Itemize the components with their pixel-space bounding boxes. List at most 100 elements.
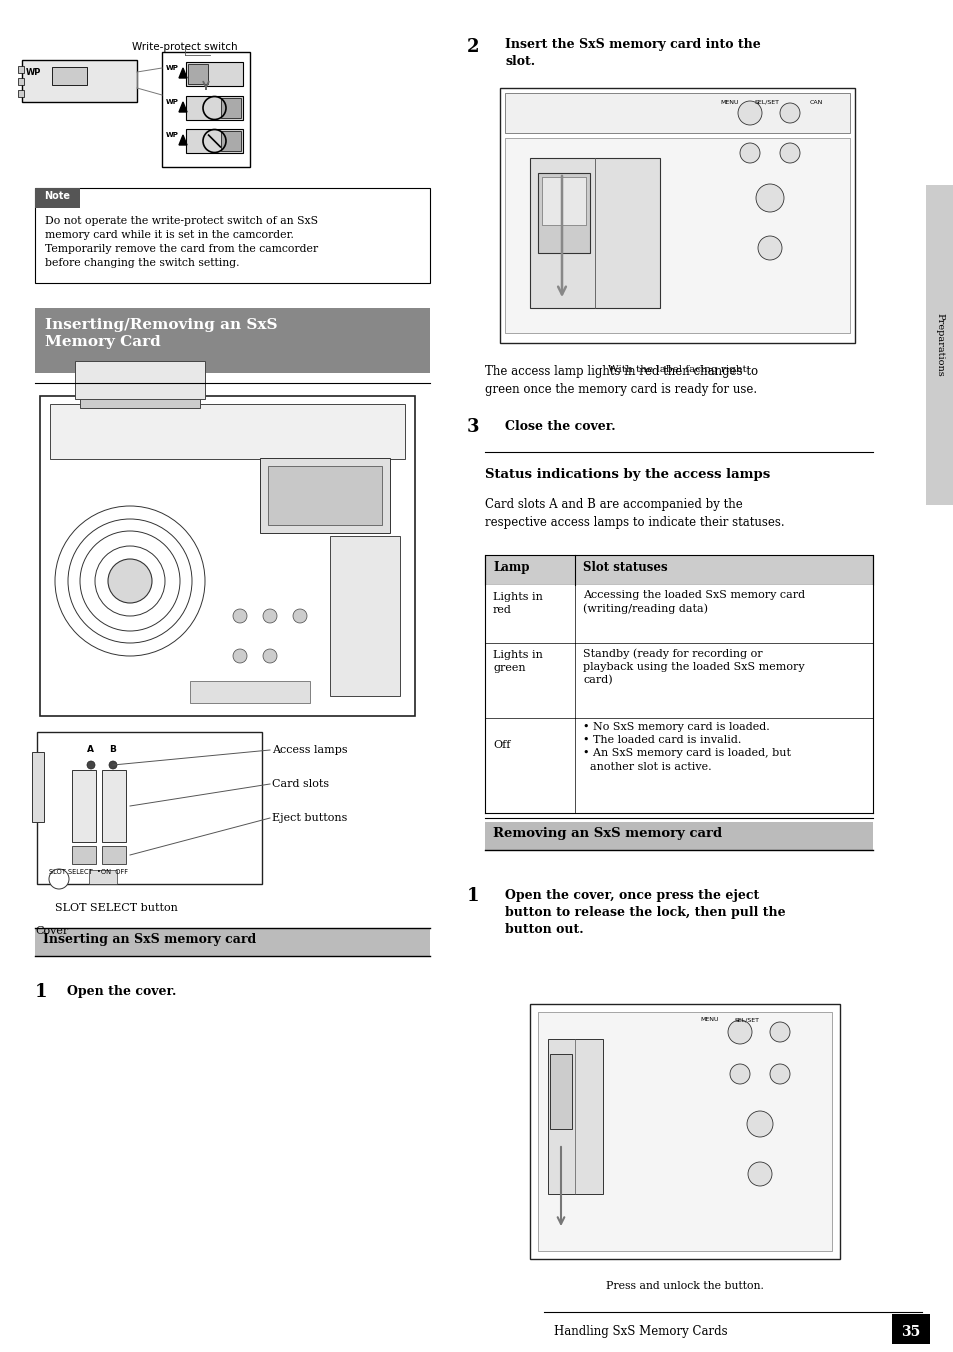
Circle shape bbox=[780, 103, 800, 123]
Polygon shape bbox=[179, 68, 187, 78]
Bar bbox=[52, 68, 87, 85]
Text: MENU: MENU bbox=[700, 1017, 718, 1022]
Text: CAN: CAN bbox=[809, 100, 822, 105]
Bar bbox=[80, 396, 200, 408]
Bar bbox=[484, 585, 872, 644]
Bar bbox=[35, 927, 430, 956]
Text: 3: 3 bbox=[467, 418, 479, 435]
Bar bbox=[162, 51, 250, 168]
Circle shape bbox=[293, 608, 307, 623]
Bar bbox=[330, 535, 399, 696]
Text: Inserting/Removing an SxS
Memory Card: Inserting/Removing an SxS Memory Card bbox=[45, 318, 277, 349]
Bar bbox=[186, 62, 243, 87]
Bar bbox=[550, 1055, 572, 1129]
Circle shape bbox=[263, 608, 276, 623]
Text: SEL/SET: SEL/SET bbox=[754, 100, 780, 105]
Text: Inserting an SxS memory card: Inserting an SxS memory card bbox=[43, 933, 256, 946]
Bar bbox=[891, 1314, 929, 1344]
Text: Open the cover.: Open the cover. bbox=[67, 986, 176, 998]
Text: Note: Note bbox=[45, 191, 71, 201]
Bar bbox=[221, 131, 241, 151]
Text: Slot statuses: Slot statuses bbox=[582, 561, 667, 575]
Bar bbox=[530, 158, 659, 308]
Text: Removing an SxS memory card: Removing an SxS memory card bbox=[493, 827, 721, 840]
Bar bbox=[541, 177, 585, 224]
Text: 1: 1 bbox=[35, 983, 48, 1000]
Circle shape bbox=[87, 761, 95, 769]
Text: Eject buttons: Eject buttons bbox=[272, 813, 347, 823]
Bar bbox=[188, 64, 208, 84]
Text: B: B bbox=[109, 745, 115, 754]
Circle shape bbox=[780, 143, 800, 164]
Bar bbox=[37, 731, 262, 884]
Circle shape bbox=[727, 1019, 751, 1044]
Bar bbox=[484, 644, 872, 718]
Circle shape bbox=[758, 237, 781, 260]
Bar bbox=[35, 188, 80, 208]
Text: Lights in
green: Lights in green bbox=[493, 650, 542, 673]
Circle shape bbox=[49, 869, 69, 890]
Bar bbox=[504, 93, 849, 132]
Text: Handling SxS Memory Cards: Handling SxS Memory Cards bbox=[554, 1325, 727, 1338]
Circle shape bbox=[233, 608, 247, 623]
Bar bbox=[537, 173, 589, 253]
Text: The access lamp lights in red then changes to
green once the memory card is read: The access lamp lights in red then chang… bbox=[484, 365, 758, 396]
Bar bbox=[268, 466, 381, 525]
Text: WP: WP bbox=[26, 68, 41, 77]
Bar bbox=[18, 66, 24, 73]
Circle shape bbox=[755, 184, 783, 212]
Bar bbox=[537, 1013, 831, 1251]
Text: Access lamps: Access lamps bbox=[272, 745, 347, 754]
Bar bbox=[18, 78, 24, 85]
Circle shape bbox=[108, 558, 152, 603]
Bar bbox=[32, 752, 44, 822]
Text: Cover: Cover bbox=[35, 926, 69, 936]
Text: WP: WP bbox=[166, 65, 179, 72]
Bar bbox=[499, 88, 854, 343]
Bar bbox=[221, 97, 241, 118]
Text: Write-protect switch: Write-protect switch bbox=[132, 42, 237, 51]
Text: Insert the SxS memory card into the
slot.: Insert the SxS memory card into the slot… bbox=[504, 38, 760, 68]
Text: Accessing the loaded SxS memory card
(writing/reading data): Accessing the loaded SxS memory card (wr… bbox=[582, 589, 804, 614]
Bar bbox=[186, 96, 243, 120]
Text: WP: WP bbox=[166, 99, 179, 105]
Circle shape bbox=[769, 1022, 789, 1042]
Text: Do not operate the write-protect switch of an SxS
memory card while it is set in: Do not operate the write-protect switch … bbox=[45, 216, 317, 268]
Circle shape bbox=[109, 761, 117, 769]
Bar bbox=[484, 718, 872, 813]
Bar bbox=[71, 846, 96, 864]
Circle shape bbox=[747, 1161, 771, 1186]
Bar bbox=[35, 188, 430, 283]
Text: Close the cover.: Close the cover. bbox=[504, 420, 615, 433]
Bar bbox=[484, 822, 872, 850]
Bar bbox=[190, 681, 310, 703]
Circle shape bbox=[738, 101, 761, 124]
Text: A: A bbox=[87, 745, 94, 754]
Text: Standby (ready for recording or
playback using the loaded SxS memory
card): Standby (ready for recording or playback… bbox=[582, 648, 803, 685]
Circle shape bbox=[233, 649, 247, 662]
Text: Off: Off bbox=[493, 740, 510, 750]
Text: Status indications by the access lamps: Status indications by the access lamps bbox=[484, 468, 769, 481]
Circle shape bbox=[740, 143, 760, 164]
Text: Lights in
red: Lights in red bbox=[493, 592, 542, 615]
Circle shape bbox=[729, 1064, 749, 1084]
Polygon shape bbox=[179, 101, 187, 112]
Bar bbox=[547, 1038, 602, 1194]
Bar bbox=[186, 128, 243, 153]
Text: 2: 2 bbox=[467, 38, 479, 55]
Text: Press and unlock the button.: Press and unlock the button. bbox=[605, 1280, 763, 1291]
Bar bbox=[35, 308, 430, 373]
Bar bbox=[530, 1005, 840, 1259]
Bar bbox=[18, 91, 24, 97]
Bar bbox=[484, 556, 872, 585]
Bar bbox=[71, 771, 96, 842]
Bar bbox=[504, 138, 849, 333]
Circle shape bbox=[263, 649, 276, 662]
Text: SLOT SELECT button: SLOT SELECT button bbox=[55, 903, 177, 913]
Text: Preparations: Preparations bbox=[935, 314, 943, 377]
Bar bbox=[22, 59, 137, 101]
Circle shape bbox=[746, 1111, 772, 1137]
Bar bbox=[260, 458, 390, 533]
Text: 1: 1 bbox=[467, 887, 479, 904]
Bar bbox=[50, 404, 405, 458]
